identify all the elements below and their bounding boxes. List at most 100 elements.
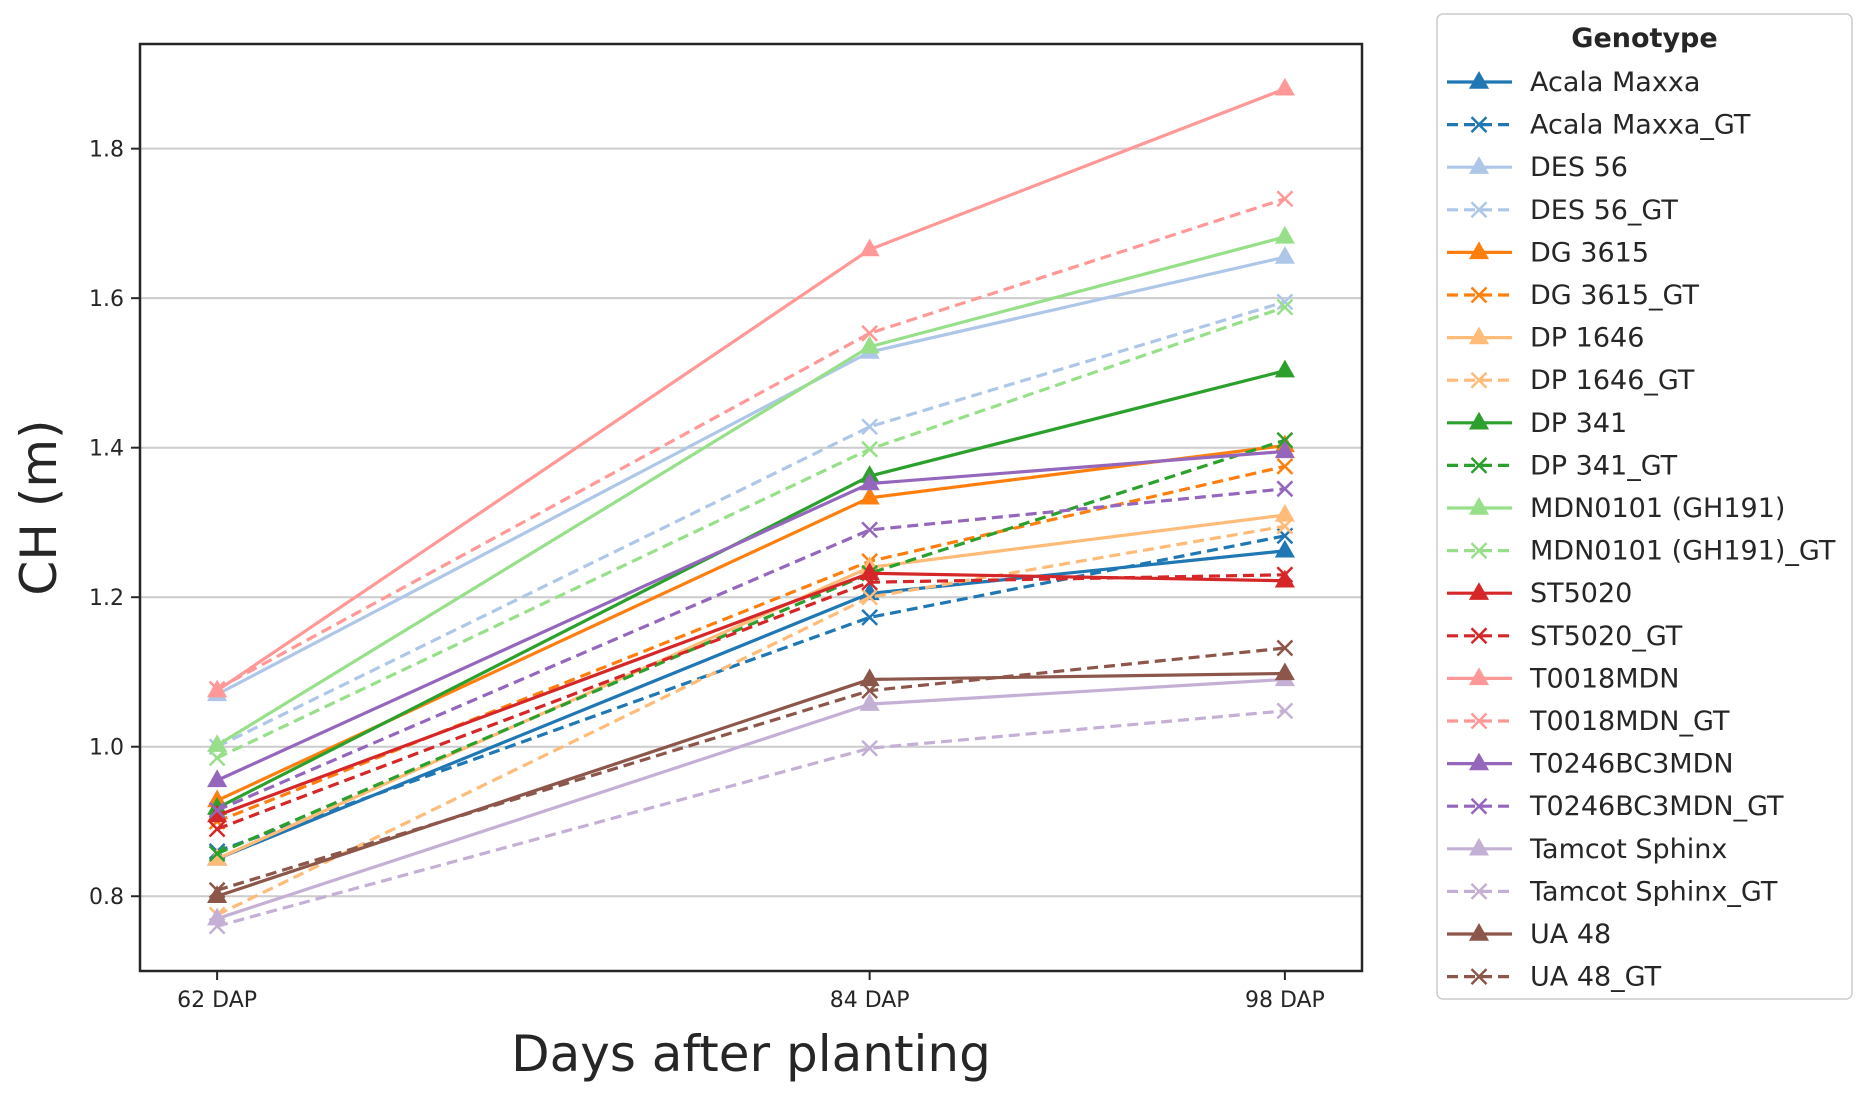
legend-label: T0018MDN_GT xyxy=(1529,706,1730,737)
data-point xyxy=(208,749,226,767)
data-point-stroke xyxy=(1276,566,1294,584)
legend-item: T0246BC3MDN xyxy=(1447,749,1734,780)
series-tamcot-sphinx-gt xyxy=(208,702,1294,935)
legend-label: Tamcot Sphinx xyxy=(1529,834,1727,865)
data-point-stroke xyxy=(1276,298,1294,316)
data-point xyxy=(859,668,880,687)
data-point-stroke xyxy=(861,588,879,606)
legend-label: UA 48_GT xyxy=(1530,962,1662,993)
legend-marker xyxy=(1468,922,1490,941)
data-point xyxy=(861,588,879,606)
data-point xyxy=(859,562,880,580)
data-point xyxy=(859,335,880,354)
data-point-stroke xyxy=(1276,702,1294,720)
series-line xyxy=(216,197,1286,691)
data-point-stroke xyxy=(861,573,879,591)
data-point xyxy=(1276,293,1294,311)
legend-label: DP 1646 xyxy=(1530,323,1644,354)
legend-marker-stroke xyxy=(1470,286,1488,304)
legend-marker xyxy=(1470,968,1488,985)
x-tick-label: 84 DAP xyxy=(830,988,910,1013)
data-point xyxy=(861,440,879,458)
data-point xyxy=(861,573,879,591)
legend-marker xyxy=(1470,542,1488,559)
series-line xyxy=(216,524,1286,917)
legend-item: T0018MDN xyxy=(1447,663,1680,694)
data-point xyxy=(1276,702,1294,720)
data-point xyxy=(208,917,226,935)
legend-marker xyxy=(1468,411,1490,430)
legend-marker xyxy=(1470,797,1488,815)
y-tick-label: 1.4 xyxy=(89,437,124,462)
legend-box xyxy=(1436,13,1853,1000)
data-point xyxy=(208,820,226,838)
legend-marker-stroke xyxy=(1470,457,1488,474)
data-point xyxy=(861,521,879,539)
data-point xyxy=(861,739,879,757)
legend-item: Acala Maxxa xyxy=(1447,67,1700,98)
data-point xyxy=(861,324,879,342)
legend-item: ST5020 xyxy=(1447,578,1632,609)
legend-marker xyxy=(1468,496,1490,515)
series-line xyxy=(216,534,1286,853)
legend-title: Genotype xyxy=(1571,23,1717,54)
legend-label: ST5020_GT xyxy=(1530,621,1683,652)
data-point xyxy=(208,680,226,698)
data-point-stroke xyxy=(1276,639,1294,657)
data-point xyxy=(859,486,880,505)
data-point xyxy=(208,881,226,899)
data-point xyxy=(1276,566,1294,584)
legend-label: MDN0101 (GH191) xyxy=(1530,493,1785,524)
data-point xyxy=(1274,225,1295,244)
y-axis-title: CH (m) xyxy=(10,419,68,595)
legend-item: UA 48 xyxy=(1447,919,1611,950)
series-lines xyxy=(207,77,1295,935)
series-mdn0101-gh191- xyxy=(207,225,1295,752)
legend-item: DP 1646_GT xyxy=(1447,365,1695,396)
data-point-stroke xyxy=(208,680,226,698)
y-tick-label: 1.6 xyxy=(89,287,124,312)
legend-label: T0246BC3MDN xyxy=(1529,749,1734,780)
data-point-stroke xyxy=(208,820,226,838)
legend-label: T0246BC3MDN_GT xyxy=(1529,791,1784,822)
data-point xyxy=(207,769,228,788)
data-point-stroke xyxy=(208,881,226,899)
data-point-stroke xyxy=(1276,190,1294,208)
series-line xyxy=(216,87,1286,692)
legend-marker xyxy=(1468,70,1490,89)
legend-item: MDN0101 (GH191) xyxy=(1447,493,1785,524)
data-point-stroke xyxy=(1276,457,1294,475)
data-point xyxy=(1274,246,1295,264)
y-tick-label: 1.8 xyxy=(89,138,124,163)
data-point xyxy=(861,609,879,626)
legend-items: Acala Maxxa Acala Maxxa_GT DES 56 DES 56_GT… xyxy=(1447,67,1836,993)
data-point-stroke xyxy=(861,418,879,436)
legend-marker xyxy=(1468,667,1490,686)
data-point-stroke xyxy=(208,801,226,819)
gridlines xyxy=(140,147,1362,898)
legend-item: DP 341 xyxy=(1447,408,1627,439)
legend-label: DES 56 xyxy=(1530,152,1628,183)
data-point xyxy=(1274,359,1295,378)
data-point-stroke xyxy=(1276,431,1294,449)
legend-marker xyxy=(1470,627,1488,645)
legend-marker xyxy=(1468,241,1490,260)
legend-item: UA 48_GT xyxy=(1447,962,1662,993)
data-point xyxy=(1276,457,1294,475)
legend-label: DG 3615 xyxy=(1530,237,1649,268)
legend-marker-stroke xyxy=(1470,883,1488,900)
series-line xyxy=(216,300,1286,749)
data-point xyxy=(861,682,879,700)
legend-label: Acala Maxxa xyxy=(1530,67,1700,98)
y-tick-label: 1.2 xyxy=(89,586,124,611)
legend-item: DP 341_GT xyxy=(1447,450,1678,481)
data-point xyxy=(861,418,879,436)
data-point xyxy=(1274,77,1295,96)
data-point xyxy=(1276,639,1294,657)
series-ua-48-gt xyxy=(208,639,1294,899)
data-point-stroke xyxy=(861,324,879,342)
legend-item: Acala Maxxa_GT xyxy=(1447,110,1751,141)
legend-marker xyxy=(1470,286,1488,304)
legend-marker-stroke xyxy=(1470,116,1488,133)
